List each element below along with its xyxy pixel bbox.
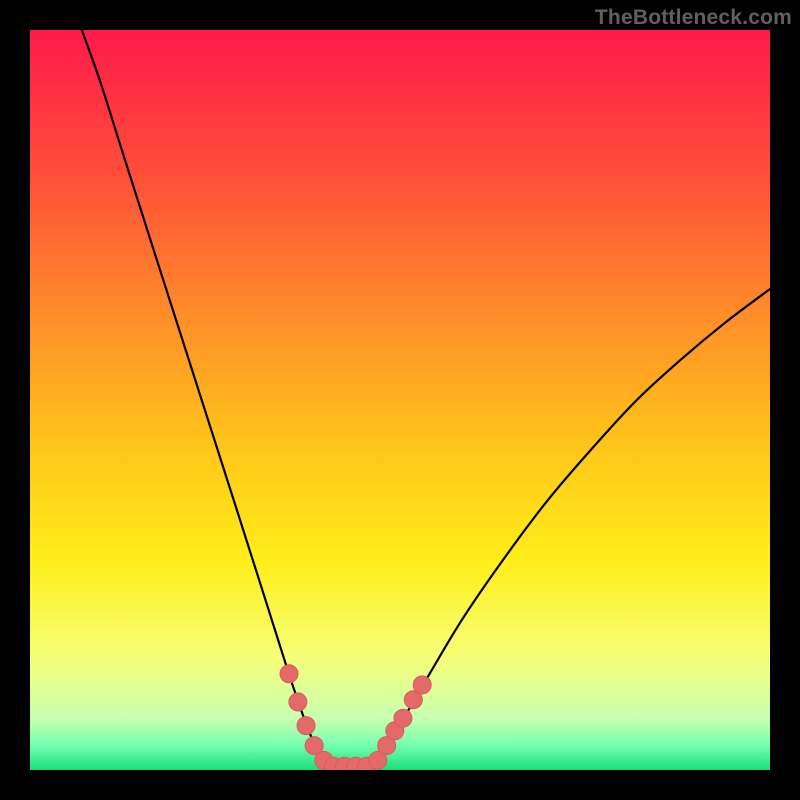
chart-svg [30,30,770,770]
data-marker [280,665,298,683]
watermark-text: TheBottleneck.com [595,6,792,30]
data-marker [289,693,307,711]
plot-area [30,30,770,770]
data-marker [394,709,412,727]
chart-frame: TheBottleneck.com [0,0,800,800]
data-marker [297,717,315,735]
chart-background [30,30,770,770]
data-marker [413,676,431,694]
